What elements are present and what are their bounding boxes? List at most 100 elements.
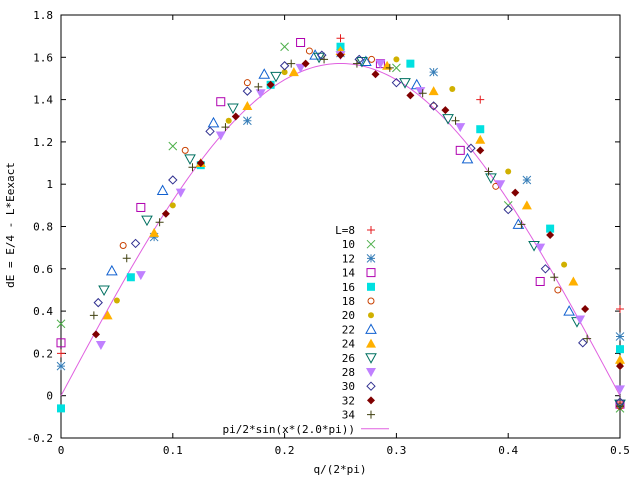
data-point: [93, 297, 103, 308]
legend-label: 28: [342, 366, 355, 379]
data-point: [455, 145, 465, 155]
series-8: [102, 45, 625, 364]
data-point: [309, 49, 321, 60]
data-point: [476, 125, 485, 134]
y-tick-label: 1: [46, 178, 53, 191]
data-point: [546, 230, 555, 239]
x-tick-label: 0: [58, 444, 65, 457]
data-point: [406, 59, 415, 68]
data-point: [550, 273, 559, 282]
data-point: [279, 61, 290, 71]
data-point: [563, 305, 575, 316]
legend-label: 16: [342, 281, 355, 294]
data-point: [442, 114, 454, 125]
data-point: [466, 143, 476, 153]
data-point: [130, 238, 141, 249]
data-point: [91, 330, 100, 339]
data-point: [175, 188, 186, 198]
legend-label: 20: [342, 309, 355, 322]
data-point: [535, 276, 545, 286]
legend-label: 30: [342, 380, 355, 393]
data-point: [296, 37, 306, 47]
data-point: [295, 63, 306, 73]
data-point: [57, 404, 65, 413]
data-point: [554, 286, 562, 294]
data-point: [141, 215, 153, 227]
x-tick-label: 0.5: [610, 444, 630, 457]
legend-label: 34: [342, 409, 356, 422]
series-9: [98, 52, 626, 411]
data-point: [168, 175, 178, 185]
data-point: [371, 70, 380, 79]
data-point: [368, 55, 376, 63]
data-point: [561, 261, 568, 268]
legend-label: 10: [342, 238, 355, 251]
data-point: [243, 116, 252, 126]
data-point: [281, 69, 288, 76]
data-point: [399, 78, 411, 89]
data-point: [181, 146, 189, 154]
data-point: [352, 59, 361, 68]
series-0: [57, 34, 624, 407]
data-point: [205, 126, 215, 137]
data-point: [476, 95, 485, 104]
data-point: [135, 271, 146, 281]
data-point: [89, 311, 98, 320]
data-point: [242, 100, 253, 110]
axes-frame: [60, 14, 621, 439]
legend-marker: [367, 410, 375, 419]
data-point: [169, 202, 176, 209]
data-point: [336, 34, 345, 43]
data-point: [301, 59, 310, 68]
data-point: [511, 188, 520, 197]
tick-labels: 0 0.1 0.2 0.3 0.4 0.5 -0.2 0 0.2 0.4 0.6 0.8 1 1.2 1.4…: [27, 9, 630, 457]
data-point: [56, 361, 66, 371]
data-point: [98, 285, 110, 296]
data-point: [255, 89, 266, 99]
data-point: [451, 116, 460, 125]
data-point: [475, 134, 486, 144]
x-tick-label: 0.3: [386, 444, 406, 457]
data-point: [503, 204, 513, 215]
data-point: [221, 123, 230, 132]
legend-marker: [365, 353, 377, 364]
y-axis-label: dE = E/4 - L*Eexact: [4, 162, 17, 288]
data-point: [242, 86, 253, 96]
data-point: [243, 79, 251, 87]
y-tick-label: 0.4: [33, 305, 53, 318]
data-point: [522, 175, 532, 185]
y-tick-label: 1.4: [33, 94, 53, 107]
data-point: [280, 42, 289, 52]
legend-marker: [366, 381, 376, 391]
legend-marker: [366, 254, 376, 263]
data-point: [616, 362, 624, 371]
data-point: [375, 59, 386, 69]
x-axis-label: q/(2*pi): [314, 463, 367, 476]
data-point: [392, 63, 401, 73]
data-point: [429, 67, 438, 77]
data-point: [614, 399, 626, 411]
data-point: [616, 402, 624, 411]
data-point: [56, 319, 66, 329]
legend-label: 22: [342, 323, 355, 336]
legend-label: 32: [342, 394, 355, 407]
legend-label: L=8: [335, 224, 355, 237]
legend-label: pi/2*sin(x*(2.0*pi)): [223, 423, 355, 436]
data-point: [485, 173, 497, 184]
data-point: [428, 101, 439, 111]
data-point: [168, 141, 178, 151]
data-point: [455, 123, 466, 133]
legend-label: 14: [342, 267, 356, 280]
data-point: [430, 102, 438, 110]
data-point: [119, 242, 127, 250]
data-point: [106, 264, 118, 276]
legend-marker: [366, 268, 376, 278]
data-point: [258, 68, 271, 79]
data-point: [113, 297, 120, 304]
y-tick-label: 1.6: [33, 51, 53, 64]
data-point: [568, 276, 579, 286]
data-point: [305, 47, 313, 55]
data-point: [196, 159, 205, 168]
